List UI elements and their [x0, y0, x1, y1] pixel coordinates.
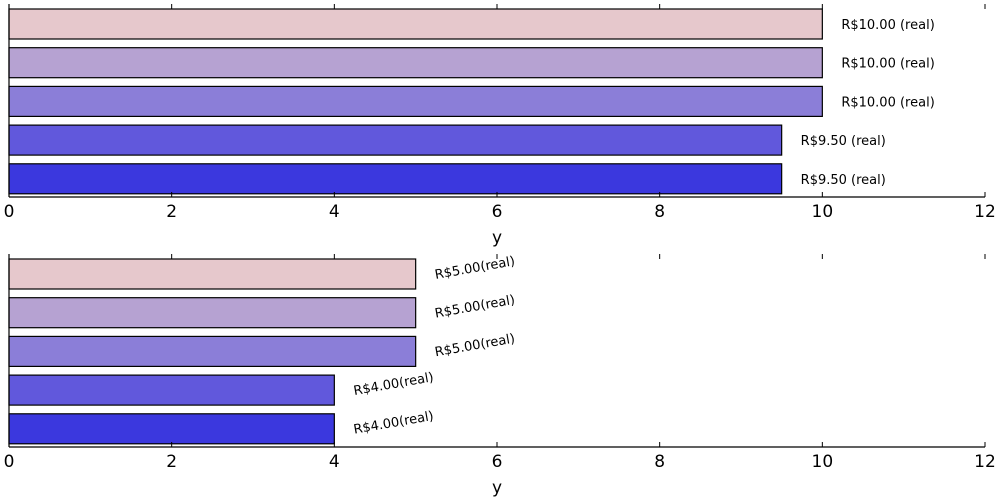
bar — [8, 413, 335, 445]
data-label: R$9.50 (real) — [801, 134, 886, 149]
bar — [8, 124, 783, 156]
data-label: R$10.00 (real) — [841, 57, 934, 72]
x-tick-label: 0 — [4, 452, 15, 472]
x-tick-label: 6 — [492, 452, 503, 472]
chart-panel-1: R$10.00 (real) R$10.00 (real) R$10.00 (rea… — [4, 4, 996, 248]
bar — [8, 8, 823, 40]
x-tick-label: 2 — [166, 202, 177, 222]
x-tick-label: 8 — [654, 452, 665, 472]
bar — [8, 335, 417, 367]
x-tick-label: 12 — [974, 452, 996, 472]
bar — [8, 258, 417, 290]
data-label: R$5.00(real) — [434, 254, 516, 283]
x-tick-label: 12 — [974, 202, 996, 222]
x-tick-label: 2 — [166, 452, 177, 472]
x-tick-label: 0 — [4, 202, 15, 222]
bar — [8, 85, 823, 118]
x-tick-label: 6 — [492, 202, 503, 222]
x-tick-label: 4 — [329, 452, 340, 472]
data-label: R$5.00(real) — [434, 331, 516, 360]
data-label: R$5.00(real) — [434, 293, 516, 322]
bar — [8, 297, 417, 329]
x-tick-label: 8 — [654, 202, 665, 222]
data-label: R$9.50 (real) — [801, 173, 886, 188]
x-tick-label: 4 — [329, 202, 340, 222]
bar — [8, 47, 823, 79]
data-label: R$10.00 (real) — [841, 95, 934, 110]
x-tick-label: 10 — [812, 202, 834, 222]
data-label: R$4.00(real) — [352, 370, 434, 399]
data-label: R$10.00 (real) — [841, 18, 934, 33]
chart-panel-2: R$5.00(real)R$5.00(real)R$5.00(real)R$4.… — [4, 254, 996, 498]
x-axis-label: y — [492, 478, 502, 498]
data-label: R$4.00(real) — [352, 409, 434, 438]
bar — [8, 163, 783, 195]
x-tick-label: 10 — [812, 452, 834, 472]
bar — [8, 374, 335, 406]
x-axis-label: y — [492, 228, 502, 248]
